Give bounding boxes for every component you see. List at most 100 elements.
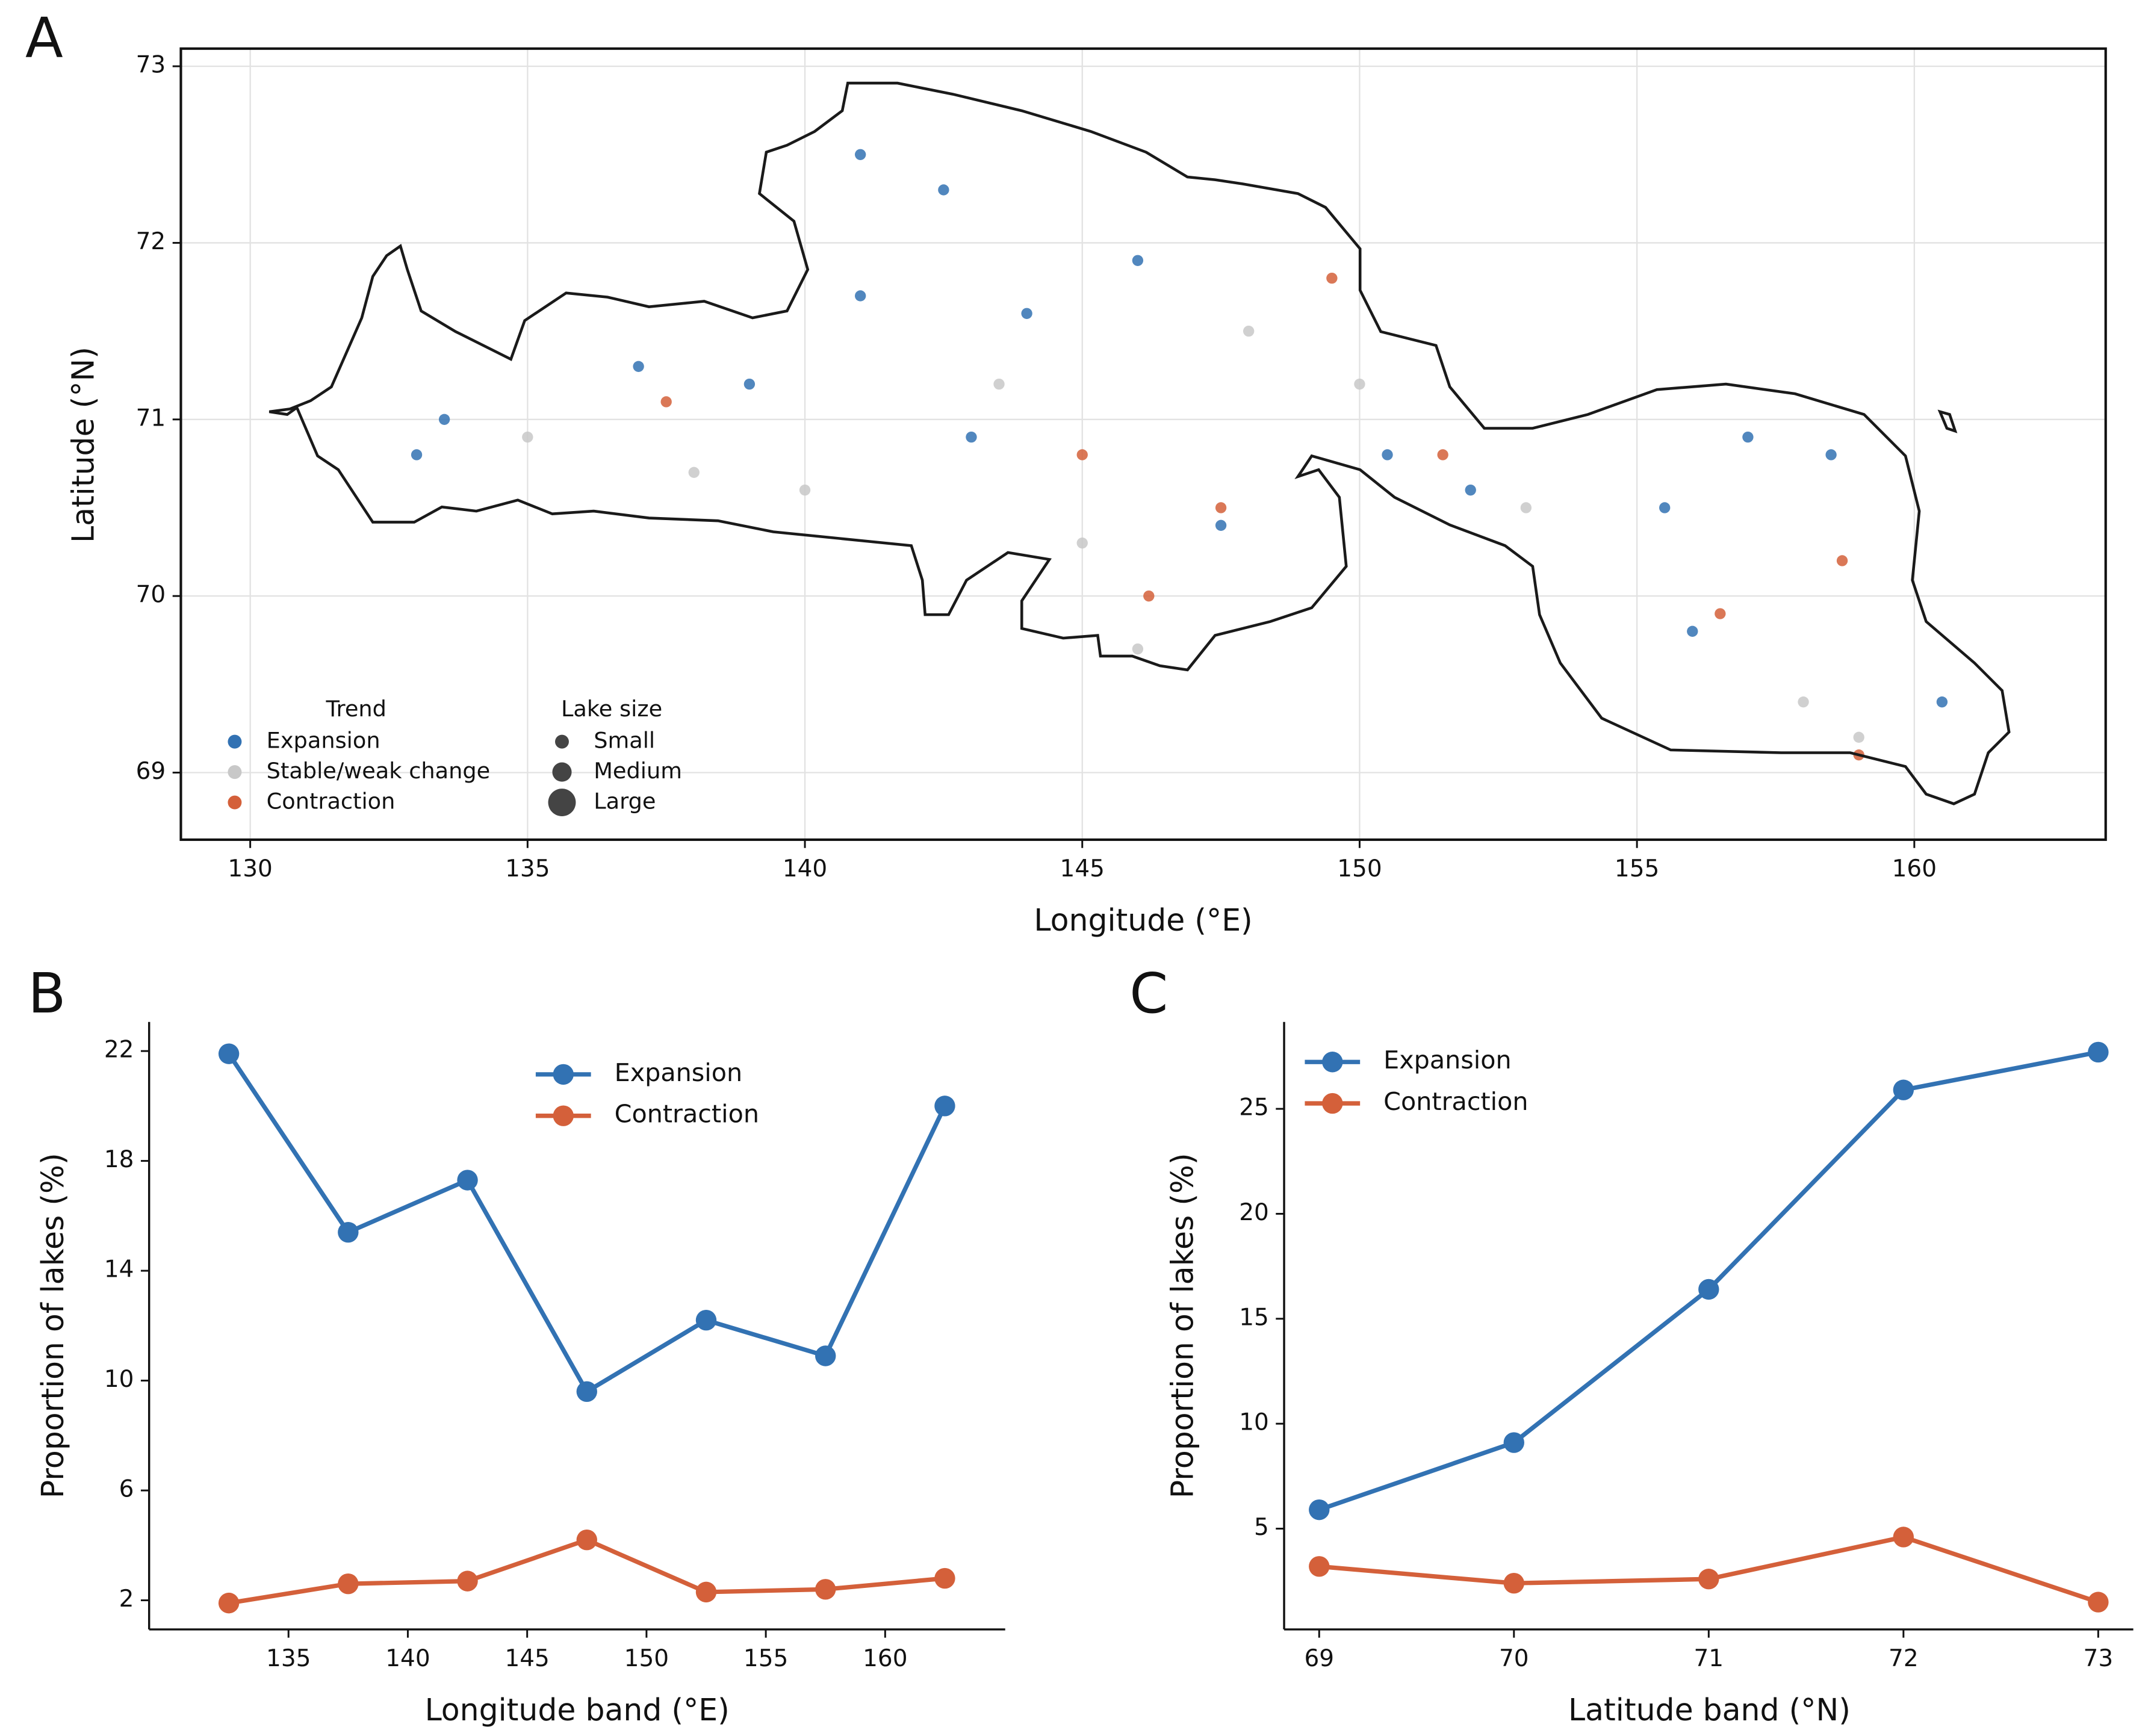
lake-point: [1465, 484, 1476, 496]
x-tick-label: 71: [1694, 1645, 1724, 1672]
legend-label: Expansion: [615, 1058, 743, 1087]
series-point: [1309, 1499, 1330, 1521]
legend-label: Stable/weak change: [267, 758, 491, 784]
series-point: [457, 1570, 478, 1592]
lake-point: [855, 290, 866, 302]
series-point: [2088, 1041, 2109, 1063]
size-legend-label: Large: [594, 789, 656, 814]
size-legend-marker: [548, 789, 576, 816]
series-point: [934, 1567, 955, 1589]
y-axis-label: Latitude (°N): [66, 347, 101, 543]
x-tick-label: 130: [228, 855, 272, 882]
lake-point: [522, 431, 533, 443]
series-point: [457, 1170, 478, 1191]
size-legend-marker: [555, 734, 569, 749]
legend-title: Trend: [326, 696, 386, 722]
series-point: [1309, 1556, 1330, 1577]
series-point: [218, 1592, 240, 1614]
lake-point: [633, 361, 644, 372]
series-point: [695, 1309, 717, 1331]
series-point: [576, 1381, 597, 1403]
map-points: [411, 149, 1948, 761]
y-tick-label: 2: [119, 1586, 134, 1613]
series-point: [1893, 1527, 1914, 1548]
series-point: [815, 1579, 836, 1600]
x-tick-label: 145: [504, 1645, 549, 1672]
series-point: [1698, 1569, 1719, 1590]
lake-point: [1132, 255, 1144, 266]
lake-point: [855, 149, 866, 160]
x-tick-label: 155: [1615, 855, 1659, 882]
y-tick-label: 5: [1254, 1514, 1269, 1541]
lake-point: [1076, 537, 1088, 549]
x-tick-label: 160: [1892, 855, 1937, 882]
lake-point: [1382, 449, 1393, 460]
y-tick-label: 25: [1239, 1094, 1269, 1121]
size-legend-title: Lake size: [561, 696, 662, 722]
lake-point: [938, 184, 949, 196]
lake-point: [1742, 431, 1754, 443]
y-tick-label: 15: [1239, 1304, 1269, 1331]
panel-label: A: [25, 6, 63, 70]
y-tick-label: 22: [104, 1037, 134, 1064]
grid-layer: [181, 48, 2106, 840]
y-tick-label: 73: [136, 52, 166, 79]
y-tick-label: 72: [136, 228, 166, 255]
y-tick-label: 14: [104, 1256, 134, 1283]
series-point: [1503, 1432, 1524, 1453]
y-tick-label: 10: [104, 1366, 134, 1393]
legend-marker: [1322, 1093, 1343, 1114]
series-point: [576, 1529, 597, 1551]
y-tick-label: 71: [136, 405, 166, 432]
size-legend-marker: [552, 762, 572, 782]
x-tick-label: 72: [1889, 1645, 1919, 1672]
x-tick-label: 145: [1060, 855, 1105, 882]
lake-point: [1437, 449, 1448, 460]
series-line: [227, 1052, 947, 1395]
x-axis-label: Longitude band (°E): [425, 1692, 730, 1728]
legend-label: Contraction: [615, 1100, 759, 1129]
lake-point: [1659, 502, 1671, 513]
legend-label: Contraction: [1383, 1087, 1528, 1116]
lake-point: [1798, 696, 1809, 708]
x-tick-label: 69: [1304, 1645, 1334, 1672]
lake-point: [966, 431, 977, 443]
lake-point: [1936, 696, 1948, 708]
series-point: [934, 1096, 955, 1117]
legend-label: Contraction: [267, 789, 396, 814]
lake-point: [1853, 731, 1864, 743]
lake-point: [1132, 643, 1144, 655]
y-axis-label: Proportion of lakes (%): [1164, 1153, 1200, 1498]
x-tick-label: 155: [743, 1645, 788, 1672]
series-point: [815, 1345, 836, 1366]
legend-marker: [553, 1105, 574, 1126]
y-tick-label: 70: [136, 581, 166, 609]
lake-point: [1215, 502, 1227, 513]
x-tick-label: 140: [385, 1645, 430, 1672]
x-tick-label: 70: [1499, 1645, 1529, 1672]
lake-point: [743, 378, 756, 390]
lake-point: [1354, 378, 1365, 390]
panel-label: C: [1129, 961, 1168, 1026]
x-tick-label: 73: [2084, 1645, 2114, 1672]
legend-marker: [1322, 1052, 1343, 1073]
series-point: [2088, 1592, 2109, 1613]
lake-point: [438, 414, 450, 425]
size-legend-label: Medium: [594, 758, 682, 784]
lake-point: [1836, 555, 1848, 566]
y-tick-label: 6: [119, 1476, 134, 1503]
x-tick-label: 140: [783, 855, 827, 882]
region-outline: [268, 81, 2011, 805]
lake-point: [1076, 449, 1088, 460]
x-axis-label: Latitude band (°N): [1568, 1692, 1851, 1728]
y-tick-label: 69: [136, 758, 166, 785]
y-tick-label: 18: [104, 1146, 134, 1173]
lake-point: [1215, 519, 1227, 531]
plot-frame: [179, 47, 2107, 842]
legend-marker: [553, 1064, 574, 1085]
lake-point: [660, 396, 672, 408]
series-point: [338, 1573, 359, 1595]
series-point: [1893, 1079, 1914, 1100]
